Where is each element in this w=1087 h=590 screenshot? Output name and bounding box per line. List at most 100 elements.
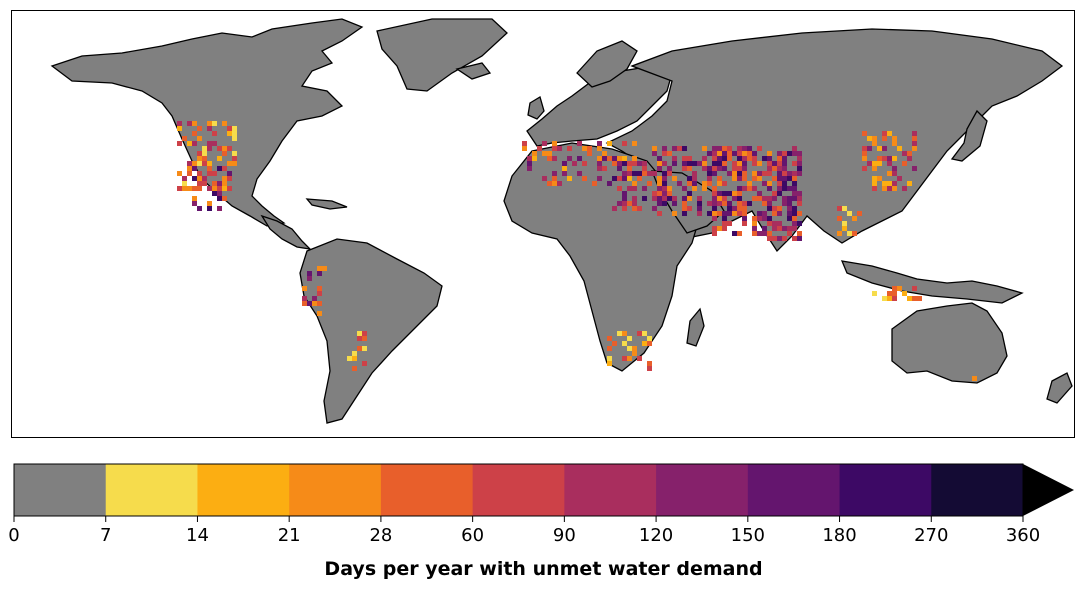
hotspot-cell — [717, 146, 722, 151]
hotspot-cell — [862, 166, 867, 171]
hotspot-cell — [662, 151, 667, 156]
hotspot-cell — [622, 341, 627, 346]
hotspot-cell — [887, 171, 892, 176]
hotspot-cell — [317, 266, 322, 271]
hotspot-cell — [727, 206, 732, 211]
hotspot-cell — [652, 171, 657, 176]
hotspot-cell — [637, 161, 642, 166]
hotspot-cell — [207, 206, 212, 211]
hotspot-cell — [887, 156, 892, 161]
hotspot-cell — [622, 141, 627, 146]
hotspot-cell — [907, 151, 912, 156]
hotspot-cell — [767, 231, 772, 236]
hotspot-cell — [692, 161, 697, 166]
hotspot-cell — [707, 201, 712, 206]
hotspot-cell — [732, 171, 737, 176]
hotspot-cell — [787, 211, 792, 216]
hotspot-cell — [222, 151, 227, 156]
hotspot-cell — [722, 156, 727, 161]
hotspot-cell — [732, 196, 737, 201]
hotspot-cell — [767, 171, 772, 176]
hotspot-cell — [887, 186, 892, 191]
hotspot-cell — [527, 156, 532, 161]
hotspot-cell — [897, 286, 902, 291]
hotspot-cell — [912, 286, 917, 291]
hotspot-cell — [542, 151, 547, 156]
hotspot-cell — [752, 196, 757, 201]
hotspot-cell — [642, 331, 647, 336]
hotspot-cell — [712, 206, 717, 211]
hotspot-cell — [877, 156, 882, 161]
hotspot-cell — [717, 201, 722, 206]
hotspot-cell — [232, 131, 237, 136]
hotspot-cell — [742, 146, 747, 151]
hotspot-cell — [712, 211, 717, 216]
hotspot-cell — [772, 221, 777, 226]
hotspot-cell — [212, 141, 217, 146]
colorbar-tick-label: 0 — [8, 525, 20, 546]
hotspot-cell — [587, 146, 592, 151]
hotspot-cell — [662, 176, 667, 181]
hotspot-cell — [907, 156, 912, 161]
hotspot-cell — [912, 166, 917, 171]
hotspot-cell — [217, 191, 222, 196]
hotspot-cell — [722, 191, 727, 196]
hotspot-cell — [182, 186, 187, 191]
hotspot-cell — [702, 166, 707, 171]
hotspot-cell — [792, 146, 797, 151]
hotspot-cell — [912, 141, 917, 146]
hotspot-cell — [767, 166, 772, 171]
colorbar-tick-label: 60 — [461, 525, 485, 546]
hotspot-cell — [872, 291, 877, 296]
hotspot-cell — [722, 226, 727, 231]
hotspot-cell — [852, 231, 857, 236]
hotspot-cell — [217, 206, 222, 211]
hotspot-cell — [607, 336, 612, 341]
hotspot-cell — [852, 216, 857, 221]
hotspot-cell — [772, 196, 777, 201]
hotspot-cell — [762, 201, 767, 206]
hotspot-cell — [737, 156, 742, 161]
hotspot-cell — [672, 176, 677, 181]
hotspot-cell — [192, 201, 197, 206]
hotspot-cell — [597, 146, 602, 151]
hotspot-cell — [787, 226, 792, 231]
hotspot-cell — [632, 141, 637, 146]
hotspot-cell — [317, 286, 322, 291]
hotspot-cell — [617, 186, 622, 191]
hotspot-cell — [637, 206, 642, 211]
hotspot-cell — [212, 191, 217, 196]
hotspot-cell — [627, 346, 632, 351]
hotspot-cell — [622, 191, 627, 196]
hotspot-cell — [712, 161, 717, 166]
hotspot-cell — [842, 226, 847, 231]
hotspot-cell — [767, 201, 772, 206]
hotspot-cell — [192, 196, 197, 201]
hotspot-cell — [577, 141, 582, 146]
hotspot-cell — [882, 181, 887, 186]
hotspot-cell — [622, 171, 627, 176]
hotspot-cell — [657, 181, 662, 186]
hotspot-cell — [527, 166, 532, 171]
hotspot-cell — [217, 146, 222, 151]
hotspot-cell — [907, 181, 912, 186]
hotspot-cell — [232, 136, 237, 141]
hotspot-cell — [647, 181, 652, 186]
hotspot-cell — [787, 186, 792, 191]
hotspot-cell — [732, 191, 737, 196]
hotspot-cell — [777, 226, 782, 231]
hotspot-cell — [757, 146, 762, 151]
hotspot-cell — [727, 156, 732, 161]
hotspot-cell — [782, 226, 787, 231]
hotspot-cell — [727, 151, 732, 156]
hotspot-cell — [182, 136, 187, 141]
hotspot-cell — [862, 151, 867, 156]
hotspot-cell — [532, 151, 537, 156]
hotspot-cell — [647, 366, 652, 371]
hotspot-cell — [717, 226, 722, 231]
colorbar-segment — [656, 464, 749, 516]
hotspot-cell — [747, 151, 752, 156]
colorbar-tick-label: 150 — [730, 525, 765, 546]
hotspot-cell — [212, 171, 217, 176]
hotspot-cell — [737, 151, 742, 156]
